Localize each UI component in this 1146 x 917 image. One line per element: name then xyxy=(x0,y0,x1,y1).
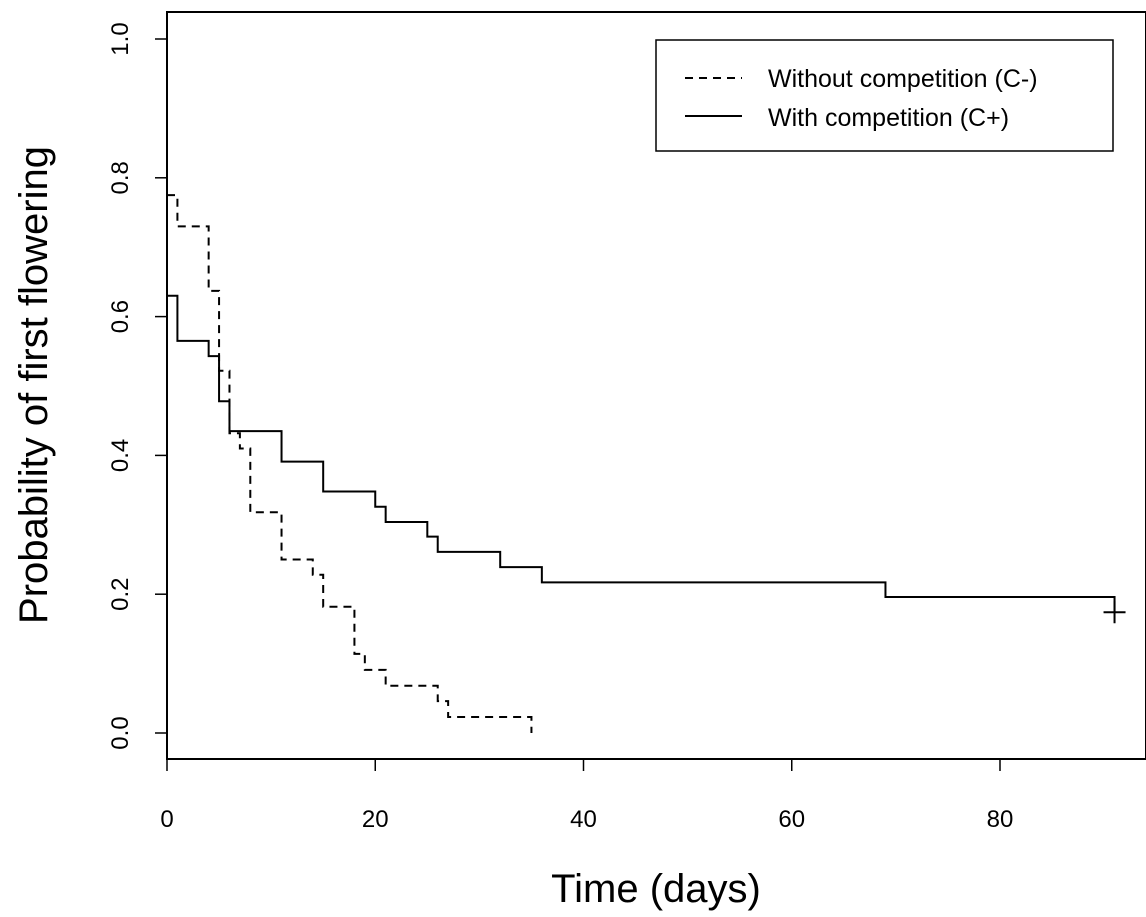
x-tick-label: 60 xyxy=(778,806,805,833)
x-tick-label: 20 xyxy=(362,806,389,833)
legend-label-without-competition: Without competition (C-) xyxy=(768,65,1038,93)
legend-box xyxy=(655,39,1114,152)
censor-mark xyxy=(1103,601,1126,624)
y-tick-label: 0.6 xyxy=(107,300,134,333)
series-line-with-competition xyxy=(167,294,1116,613)
y-axis-title: Probability of first flowering xyxy=(12,146,56,624)
y-tick-label: 0.4 xyxy=(107,439,134,472)
legend: Without competition (C-) With competitio… xyxy=(655,39,1114,152)
series-group xyxy=(167,194,1126,733)
y-tick-label: 0.8 xyxy=(107,161,134,194)
x-ticks: 0 20 40 60 80 xyxy=(160,759,1013,833)
x-axis-title: Time (days) xyxy=(551,867,761,911)
x-tick-label: 40 xyxy=(570,806,597,833)
series-line-without-competition xyxy=(167,194,533,733)
y-tick-label: 0.0 xyxy=(107,716,134,749)
y-ticks: 0.0 0.2 0.4 0.6 0.8 1.0 xyxy=(107,22,167,750)
y-tick-label: 1.0 xyxy=(107,22,134,55)
plot-frame xyxy=(166,11,1146,760)
x-tick-label: 80 xyxy=(987,806,1014,833)
x-tick-label: 0 xyxy=(160,806,173,833)
legend-label-with-competition: With competition (C+) xyxy=(768,104,1009,132)
y-tick-label: 0.2 xyxy=(107,578,134,611)
